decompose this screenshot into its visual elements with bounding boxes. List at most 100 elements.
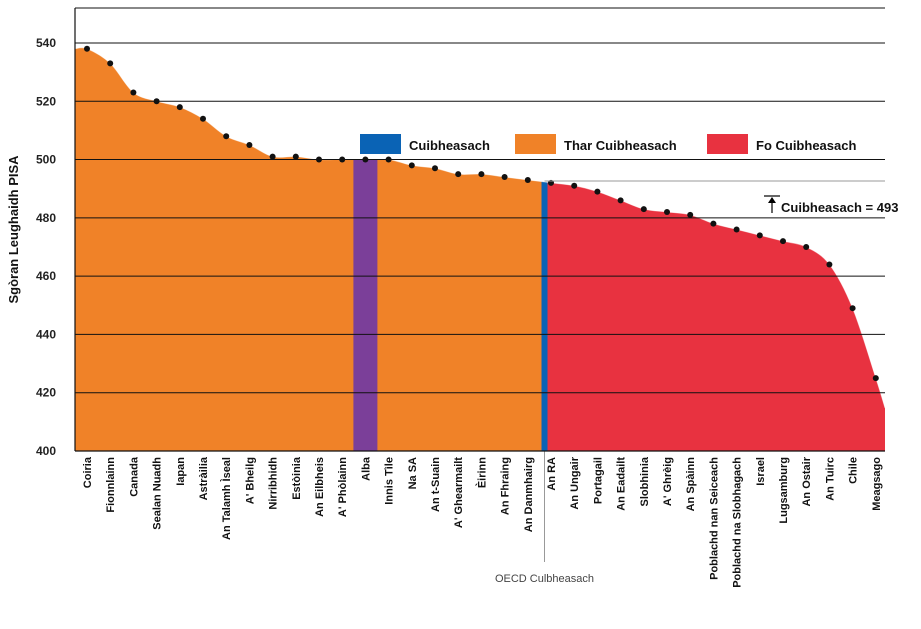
x-tick-label: An Danmhairg <box>523 457 535 532</box>
x-tick-label: An Spàinn <box>685 457 697 512</box>
data-point <box>84 45 90 52</box>
legend-swatch-below <box>707 134 748 154</box>
data-point <box>733 226 740 233</box>
data-point <box>826 261 833 268</box>
data-point <box>316 156 322 163</box>
data-point <box>803 243 810 250</box>
data-point <box>524 176 531 183</box>
y-tick-label: 500 <box>36 153 56 167</box>
x-tick-label: An Talamh Ìseal <box>220 457 233 540</box>
data-point <box>664 209 670 216</box>
data-point <box>710 220 717 227</box>
legend-label-above: Thar Cuibheasach <box>564 138 677 153</box>
data-point <box>849 305 856 312</box>
x-tick-label: An RA <box>546 457 558 491</box>
data-point <box>687 211 694 218</box>
average-annotation: Cuibheasach = 493 <box>544 180 898 215</box>
data-point <box>292 153 299 160</box>
x-tick-label: Lugsamburg <box>778 457 790 524</box>
data-point <box>385 156 392 163</box>
x-tick-label: Poblachd na Slobhagach <box>732 457 744 588</box>
x-tick-labels: Coiria Fionnlainn Canada Sealan Nuadh Iapan A… <box>82 456 883 588</box>
x-tick-label: Meagsago <box>871 457 883 511</box>
area-below-average <box>547 182 885 451</box>
x-tick-label: Na SA <box>407 457 419 489</box>
legend-swatch-above <box>515 134 556 154</box>
area-above-average <box>75 47 542 451</box>
data-point <box>756 232 763 239</box>
x-tick-label: Astràilia <box>198 456 210 500</box>
data-point <box>130 89 137 96</box>
x-tick-label: Èirinn <box>475 457 488 488</box>
x-tick-label: An Ostair <box>801 456 813 506</box>
plot-frame <box>74 7 885 452</box>
x-tick-label: Slobhinia <box>639 456 651 506</box>
data-point <box>246 141 253 148</box>
area-highlight-alba <box>353 159 378 451</box>
y-tick-label: 420 <box>36 386 56 400</box>
legend: Cuibheasach Thar Cuibheasach Fo Cuibheas… <box>360 134 856 154</box>
legend-label-below: Fo Cuibheasach <box>756 138 856 153</box>
oecd-average-marker: OECD Culbheasach <box>495 451 594 585</box>
data-point <box>872 375 879 382</box>
x-tick-label: A' Phòlainn <box>337 457 349 517</box>
x-tick-label: An t-Suain <box>430 457 442 512</box>
x-tick-label: Estòinia <box>291 456 303 500</box>
data-point <box>432 165 438 172</box>
x-tick-label: An Eadailt <box>616 457 628 511</box>
x-tick-label: An Ungair <box>569 456 581 509</box>
data-point <box>780 238 786 245</box>
data-point <box>223 133 230 140</box>
x-tick-label: An Fhraing <box>500 457 512 515</box>
oecd-average-note: OECD Culbheasach <box>495 573 594 585</box>
x-tick-label: Innis Tìle <box>384 457 396 505</box>
data-point <box>594 188 601 195</box>
y-tick-label: 480 <box>36 211 56 225</box>
data-point <box>269 153 276 160</box>
average-arrow-head <box>768 197 776 203</box>
x-tick-label: Alba <box>360 456 372 481</box>
x-tick-label: Portagail <box>592 457 604 504</box>
y-tick-label: 400 <box>36 444 56 458</box>
data-point <box>455 171 462 178</box>
x-tick-label: Chile <box>848 457 860 484</box>
x-tick-label: Coiria <box>82 456 94 488</box>
area-oecd-average-band <box>541 181 548 451</box>
data-point <box>107 60 114 67</box>
x-tick-label: A' Ghearmailt <box>453 457 465 528</box>
data-point <box>153 98 160 105</box>
data-points <box>84 45 879 382</box>
legend-swatch-average <box>360 134 401 154</box>
x-tick-label: Fionnlainn <box>105 457 117 513</box>
data-point <box>501 174 508 181</box>
data-point <box>362 156 369 163</box>
y-tick-label: 540 <box>36 36 56 50</box>
x-tick-label: An Eilbheis <box>314 457 326 517</box>
x-tick-label: An Tuirc <box>824 457 836 501</box>
data-point <box>478 171 485 178</box>
y-tick-label: 460 <box>36 269 56 283</box>
data-point <box>617 197 624 204</box>
legend-label-average: Cuibheasach <box>409 138 490 153</box>
y-tick-labels: 400 420 440 460 480 500 520 540 <box>36 36 56 458</box>
y-tick-label: 440 <box>36 327 56 341</box>
data-point <box>408 162 415 169</box>
x-tick-label: Poblachd nan Seiceach <box>708 457 720 580</box>
y-tick-label: 520 <box>36 94 56 108</box>
y-axis-label: Sgòran Leughaidh PISA <box>6 155 21 304</box>
data-point <box>176 104 183 111</box>
data-point <box>200 115 206 122</box>
x-tick-label: A' Bheilg <box>244 457 256 504</box>
x-tick-label: Canada <box>128 456 140 497</box>
data-point <box>571 182 578 189</box>
data-point <box>640 206 647 213</box>
x-tick-label: Sealan Nuadh <box>152 457 164 530</box>
gridlines <box>75 42 885 452</box>
data-point <box>339 156 346 163</box>
average-label: Cuibheasach = 493 <box>781 200 898 215</box>
x-tick-label: Israel <box>755 457 767 486</box>
area-fills <box>74 47 886 451</box>
x-tick-label: A' Ghrèig <box>662 457 674 506</box>
x-tick-label: Iapan <box>175 457 187 486</box>
